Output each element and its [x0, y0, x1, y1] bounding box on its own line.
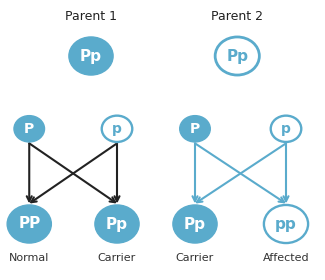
Text: P: P	[24, 122, 34, 136]
Text: pp: pp	[275, 216, 297, 232]
Text: Carrier: Carrier	[176, 253, 214, 263]
Circle shape	[180, 116, 210, 142]
Text: Pp: Pp	[80, 48, 102, 64]
Text: Pp: Pp	[184, 216, 206, 232]
Circle shape	[271, 116, 301, 142]
Text: P: P	[190, 122, 200, 136]
Circle shape	[95, 205, 139, 243]
Text: Pp: Pp	[106, 216, 128, 232]
Text: Pp: Pp	[226, 48, 248, 64]
Circle shape	[7, 205, 51, 243]
Text: Parent 1: Parent 1	[65, 10, 117, 23]
Text: Normal: Normal	[9, 253, 49, 263]
Circle shape	[264, 205, 308, 243]
Circle shape	[102, 116, 132, 142]
Circle shape	[173, 205, 217, 243]
Text: Carrier: Carrier	[98, 253, 136, 263]
Circle shape	[69, 37, 113, 75]
Text: Parent 2: Parent 2	[211, 10, 263, 23]
Text: PP: PP	[18, 216, 40, 232]
Text: Affected: Affected	[263, 253, 309, 263]
Circle shape	[215, 37, 259, 75]
Text: p: p	[281, 122, 291, 136]
Circle shape	[14, 116, 45, 142]
Text: p: p	[112, 122, 122, 136]
